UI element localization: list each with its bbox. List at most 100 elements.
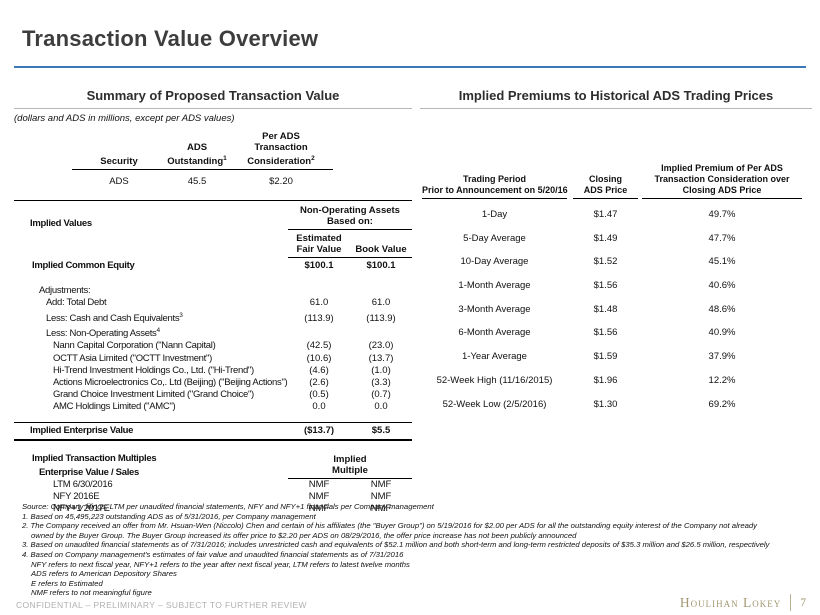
units-note: (dollars and ADS in millions, except per… (14, 113, 235, 124)
column-header-label: Trading Period (462, 174, 526, 184)
column-header-label: Transaction (254, 141, 308, 153)
table-row: 10-Day Average $1.52 45.1% (420, 251, 812, 275)
transaction-multiples-table: Implied Transaction Multiples Implied En… (14, 453, 412, 516)
row-label: Hi-Trend Investment Holdings Co., Ltd. (… (53, 364, 254, 376)
value-book: 61.0 (371, 297, 391, 309)
premiums-section: Implied Premiums to Historical ADS Tradi… (420, 88, 812, 417)
value-book: (13.7) (368, 352, 394, 364)
cell-period: 52-Week High (11/16/2015) (436, 374, 553, 386)
table-row: 52-Week Low (2/5/2016) $1.30 69.2% (420, 394, 812, 418)
table-row: Implied Values Non-Operating Assets Base… (14, 205, 412, 230)
column-header-label: ADS Price (583, 185, 628, 195)
table-row: Actions Microelectronics Co,. Ltd (Beiji… (14, 377, 412, 389)
table-row: Hi-Trend Investment Holdings Co., Ltd. (… (14, 365, 412, 377)
row-label: Actions Microelectronics Co,. Ltd (Beiji… (53, 376, 288, 388)
confidentiality-notice: CONFIDENTIAL – PRELIMINARY – SUBJECT TO … (16, 600, 307, 610)
table-row: 5-Day Average $1.49 47.7% (420, 228, 812, 252)
cell-price: $1.56 (593, 327, 618, 339)
column-header-label: Multiple (332, 464, 368, 476)
table-row: 6-Month Average $1.56 40.9% (420, 322, 812, 346)
title-accent-rule (14, 66, 806, 68)
column-header-label: Closing (589, 174, 622, 184)
column-header-label: Implied (333, 453, 367, 465)
column-header-label: Non-Operating Assets (300, 205, 400, 216)
cell-ads-outstanding: 45.5 (187, 176, 207, 187)
footnote-line: 1. Based on 45,495,223 outstanding ADS a… (22, 511, 316, 521)
column-header-label: ADS (186, 141, 208, 153)
column-header-fair-value: Estimated Fair Value (288, 233, 350, 258)
security-table-row: ADS 45.5 $2.20 (14, 176, 412, 188)
row-label: Implied Enterprise Value (30, 424, 134, 436)
column-header-label: Book Value (355, 244, 407, 255)
value-book: (23.0) (368, 340, 394, 352)
column-header-label: Estimated (296, 233, 342, 244)
table-row: 1-Day $1.47 49.7% (420, 204, 812, 228)
cell-period: 1-Year Average (462, 351, 527, 363)
footnote-line: ADS refers to American Depository Shares (31, 569, 177, 579)
cell-period: 6-Month Average (458, 327, 531, 339)
row-label: NFY 2016E (53, 491, 100, 503)
row-label: Add: Total Debt (46, 297, 107, 309)
cell-premium: 48.6% (708, 303, 736, 315)
footnote-marker: 2 (311, 154, 315, 162)
value-book: (113.9) (366, 312, 396, 324)
brand-logo: Houlihan Lokey (679, 594, 782, 610)
table-row: Less: Non-Operating Assets4 (14, 325, 412, 340)
footnote-marker: 3 (179, 311, 183, 319)
brand-divider (790, 594, 792, 611)
cell-premium: 47.7% (708, 232, 736, 244)
column-header-trading-period: Trading Period Prior to Announcement on … (422, 174, 568, 199)
table-row: 1-Month Average $1.56 40.6% (420, 275, 812, 299)
cell-consideration: $2.20 (269, 176, 293, 187)
cell-period: 1-Day (481, 209, 508, 220)
value-fair: (0.5) (309, 389, 329, 401)
row-label: OCTT Asia Limited ("OCTT Investment") (53, 352, 212, 364)
column-header-label: Consideration2 (229, 153, 333, 167)
page-title: Transaction Value Overview (22, 26, 319, 51)
value-fair: (4.6) (309, 364, 329, 376)
table-row: Add: Total Debt 61.0 61.0 (14, 297, 412, 309)
column-header-label: Outstanding1 (154, 153, 240, 167)
section-title-summary: Summary of Proposed Transaction Value (14, 88, 412, 109)
value-fair: (2.6) (309, 376, 329, 388)
table-row: Enterprise Value / Sales Multiple (14, 465, 412, 479)
column-header-label: Transaction Consideration over (654, 174, 790, 184)
value-fair: (42.5) (306, 340, 332, 352)
column-header-label: Closing ADS Price (682, 185, 762, 195)
column-header-label: Fair Value (296, 244, 342, 255)
value-fair: $100.1 (304, 260, 334, 271)
footnotes: Source: Company filings; LTM per unaudit… (22, 502, 812, 598)
column-header-implied: Implied (288, 454, 412, 465)
value-fair: ($13.7) (303, 424, 335, 436)
column-header-security: Security (72, 156, 166, 170)
cell-premium: 12.2% (708, 374, 736, 386)
column-header-label: Security (100, 156, 138, 167)
footnote-line: 3. Based on unaudited financial statemen… (22, 540, 770, 550)
value-book: NMF (370, 478, 392, 490)
row-label: Less: Cash and Cash Equivalents3 (14, 310, 288, 325)
table-row: NFY+1 2017E NMF NMF (14, 503, 412, 515)
table-row: Less: Cash and Cash Equivalents3 (113.9)… (14, 310, 412, 325)
cell-price: $1.49 (593, 232, 618, 244)
value-fair: NMF (308, 491, 330, 503)
premiums-table-header: Trading Period Prior to Announcement on … (420, 151, 812, 199)
footnote-line: E refers to Estimated (31, 578, 103, 588)
row-label: Less: Non-Operating Assets4 (14, 325, 412, 340)
footnote-line: NMF refers to not meaningful figure (31, 588, 152, 598)
value-fair: (113.9) (304, 312, 334, 324)
column-header-multiple: Multiple (288, 465, 412, 479)
row-label-text: Less: Non-Operating Assets (46, 328, 157, 340)
value-book: (3.3) (371, 376, 391, 388)
value-book: $100.1 (366, 260, 396, 271)
column-header-label: Based on: (327, 216, 373, 227)
cell-period: 5-Day Average (463, 232, 526, 244)
column-header-implied-premium: Implied Premium of Per ADS Transaction C… (642, 163, 802, 199)
cell-premium: 40.9% (708, 327, 736, 339)
cell-price: $1.48 (593, 303, 618, 315)
cell-premium: 69.2% (708, 398, 736, 410)
value-fair: (10.6) (306, 352, 332, 364)
table-row: Adjustments: (14, 285, 412, 297)
cell-premium: 45.1% (708, 256, 736, 268)
security-table-header: Security ADS Outstanding1 Per ADS Transa… (14, 130, 412, 170)
value-book: 0.0 (374, 401, 388, 413)
